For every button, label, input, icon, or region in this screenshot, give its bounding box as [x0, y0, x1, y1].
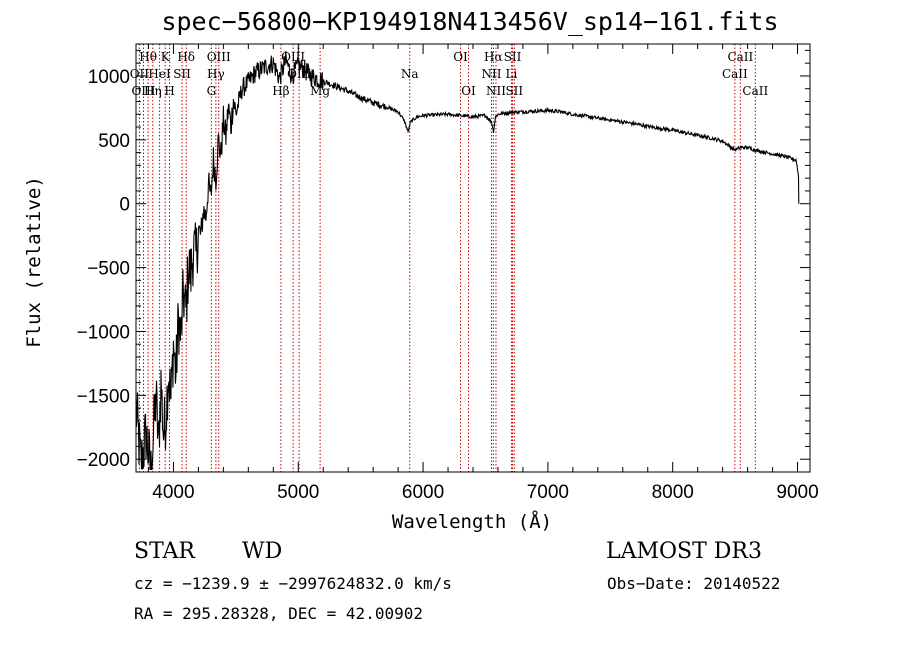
- reference-lines: [138, 44, 756, 472]
- reference-line-label-23: Li: [506, 67, 518, 81]
- x-tick-label: 5000: [277, 482, 319, 503]
- reference-line-label-8: Hδ: [177, 50, 195, 64]
- reference-line-label-24: SII: [505, 84, 523, 98]
- object-subclass: WD: [242, 539, 282, 564]
- reference-line-label-2: OIII: [131, 84, 155, 98]
- reference-line-label-25: CaII: [727, 50, 753, 64]
- y-tick-label: 500: [98, 131, 130, 152]
- object-class: STAR: [134, 539, 196, 564]
- x-axis-label: Wavelength (Å): [392, 510, 552, 533]
- reference-line-label-9: OIII: [207, 50, 231, 64]
- reference-line-label-7: SII: [173, 67, 191, 81]
- x-tick-label: 6000: [402, 482, 444, 503]
- reference-line-label-19: Hα: [484, 50, 503, 64]
- reference-line-label-20: NII: [481, 67, 501, 81]
- spectrum-series-line: [135, 50, 800, 470]
- x-tick-label: 7000: [527, 482, 569, 503]
- chart-title: spec−56800−KP194918N413456V_sp14−161.fit…: [161, 7, 778, 36]
- reference-line-label-26: CaII: [722, 67, 748, 81]
- reference-line-label-1: OII: [130, 67, 150, 81]
- survey-name: LAMOST DR3: [606, 539, 762, 564]
- observation-date: Obs−Date: 20140522: [607, 574, 780, 593]
- reference-line-label-3: Hη: [144, 84, 162, 98]
- coordinates-readout: RA = 295.28328, DEC = 42.00902: [134, 604, 423, 623]
- x-axis: 4000 5000 6000 7000 8000 9000: [147, 44, 819, 503]
- reference-line-label-16: Na: [401, 67, 419, 81]
- redshift-readout: cz = −1239.9 ± −2997624832.0 km/s: [134, 574, 452, 593]
- reference-line-label-4: K: [161, 50, 171, 64]
- x-tick-label: 4000: [152, 482, 194, 503]
- y-tick-label: −500: [87, 259, 130, 280]
- reference-line-label-6: H: [164, 84, 174, 98]
- reference-line-label-0: Hθ: [139, 50, 157, 64]
- y-tick-label: −2000: [77, 450, 130, 471]
- y-axis: −2000 −1500 −1000 −500 0 500 1000: [77, 49, 810, 471]
- reference-line-label-10: Hγ: [207, 67, 225, 81]
- reference-line-label-27: CaII: [742, 84, 768, 98]
- x-tick-label: 9000: [776, 482, 818, 503]
- reference-line-label-17: OI: [453, 50, 468, 64]
- y-axis-label: Flux (relative): [23, 176, 45, 348]
- y-tick-label: −1000: [77, 322, 130, 343]
- reference-line-label-22: SII: [504, 50, 522, 64]
- reference-line-label-21: NII: [486, 84, 506, 98]
- y-tick-label: 1000: [88, 67, 130, 88]
- reference-line-label-11: G: [207, 84, 217, 98]
- reference-line-label-5: HeI: [148, 67, 171, 81]
- reference-line-label-18: OI: [461, 84, 476, 98]
- x-tick-label: 8000: [652, 482, 694, 503]
- y-tick-label: 0: [119, 195, 130, 216]
- reference-line-label-15: Mg: [310, 84, 330, 98]
- reference-line-label-12: Hβ: [272, 84, 289, 98]
- y-tick-label: −1500: [77, 386, 130, 407]
